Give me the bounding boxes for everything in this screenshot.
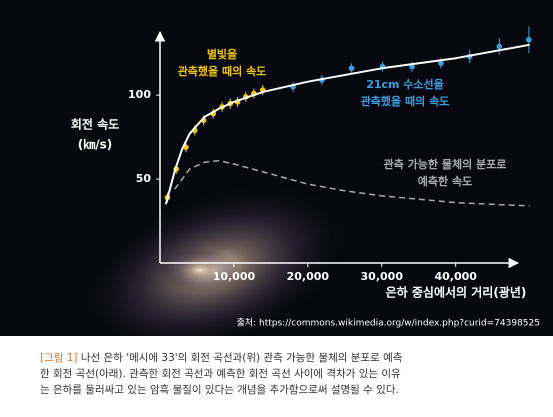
x-tick-label: 30,000 [361, 270, 404, 283]
caption-text: 나선 은하 '메시에 33'의 회전 곡선과(위) 관측 가능한 물체의 분포로… [80, 352, 403, 364]
caption-line: 한 회전 곡선(아래). 관측한 회전 곡선과 예측한 회전 곡선 사이에 격차… [40, 368, 401, 380]
y-axis-label: 회전 속도 [71, 117, 119, 132]
caption-line: [그림 1] 나선 은하 '메시에 33'의 회전 곡선과(위) 관측 가능한 … [40, 350, 520, 366]
data-point [526, 36, 532, 43]
series-label: 관측했을 때의 속도 [178, 64, 267, 78]
fit-curve [164, 43, 530, 205]
x-tick-label: 10,000 [213, 270, 256, 283]
series-label: 관측했을 때의 속도 [361, 94, 450, 108]
caption-line: 는 은하를 둘러싸고 있는 암흑 물질이 있다는 개념을 추가함으로써 설명될 … [40, 384, 399, 396]
chart: 50 100 10,000 20,000 30,000 40,000 회전 속도 (㎞/s) 은… [0, 0, 553, 336]
x-tick-label: 40,000 [434, 270, 477, 283]
source: 출처: https://commons.wikimedia.org/w/inde… [237, 317, 540, 329]
data-point [496, 43, 503, 50]
data-point [438, 60, 444, 67]
series-label: 예측한 속도 [418, 174, 472, 188]
series-label: 관측 가능한 물체의 분포로 [384, 157, 507, 171]
y-tick-label: 100 [128, 88, 151, 101]
y-tick-label: 50 [136, 172, 152, 185]
data-point [348, 65, 355, 72]
x-tick-label: 20,000 [287, 270, 330, 283]
series-label: 21cm 수소선을 [366, 77, 444, 91]
y-axis-label: (㎞/s) [78, 138, 113, 152]
galaxy-core [160, 248, 240, 292]
x-axis-label: 은하 중심에서의 거리(광년) [386, 285, 527, 300]
series-label: 별빛을 [207, 47, 237, 61]
caption-label: [그림 1] [40, 352, 78, 364]
caption: [그림 1] 나선 은하 '메시에 33'의 회전 곡선과(위) 관측 가능한 … [40, 350, 520, 398]
predicted-curve [174, 159, 530, 207]
